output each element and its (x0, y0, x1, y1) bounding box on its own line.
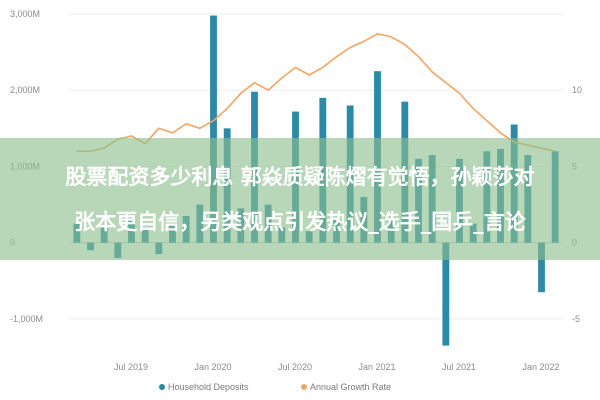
line-series-annual-growth-rate (76, 32, 556, 152)
bar (538, 242, 545, 293)
x-tick-label: Jul 2020 (278, 362, 312, 372)
x-tick-label: Jan 2020 (194, 362, 231, 372)
x-tick-label: Jul 2021 (442, 362, 476, 372)
x-tick-label: Jul 2019 (114, 362, 148, 372)
bar (442, 242, 450, 346)
y-right-tick-label: -5 (572, 314, 580, 324)
banner-headline-line-1: 股票配资多少利息 郭焱质疑陈熠有觉悟，孙颖莎对 (65, 165, 535, 189)
legend-label-annual-growth-rate: Annual Growth Rate (310, 382, 391, 392)
x-tick-label: Jan 2021 (358, 362, 395, 372)
legend: Household Deposits Annual Growth Rate (159, 382, 391, 392)
x-tick-label: Jan 2022 (522, 362, 559, 372)
y-left-tick-label: 2,000M (10, 85, 40, 95)
banner-headline-line-2: 张本更自信，另类观点引发热议_选手_国乒_言论 (74, 210, 526, 234)
legend-marker-household-deposits (159, 384, 165, 390)
legend-label-household-deposits: Household Deposits (168, 382, 249, 392)
legend-marker-annual-growth-rate (301, 384, 307, 390)
growth-rate-line (76, 32, 556, 152)
y-right-tick-label: 10 (572, 85, 582, 95)
overlay-banner: 股票配资多少利息 郭焱质疑陈熠有觉悟，孙颖莎对 张本更自信，另类观点引发热议_选… (0, 138, 600, 260)
bar (210, 15, 217, 243)
y-left-tick-label: -1,000M (10, 314, 43, 324)
x-axis-ticks: Jul 2019 Jan 2020 Jul 2020 Jan 2021 Jul 2021… (114, 362, 560, 372)
y-left-tick-label: 3,000M (10, 9, 40, 19)
